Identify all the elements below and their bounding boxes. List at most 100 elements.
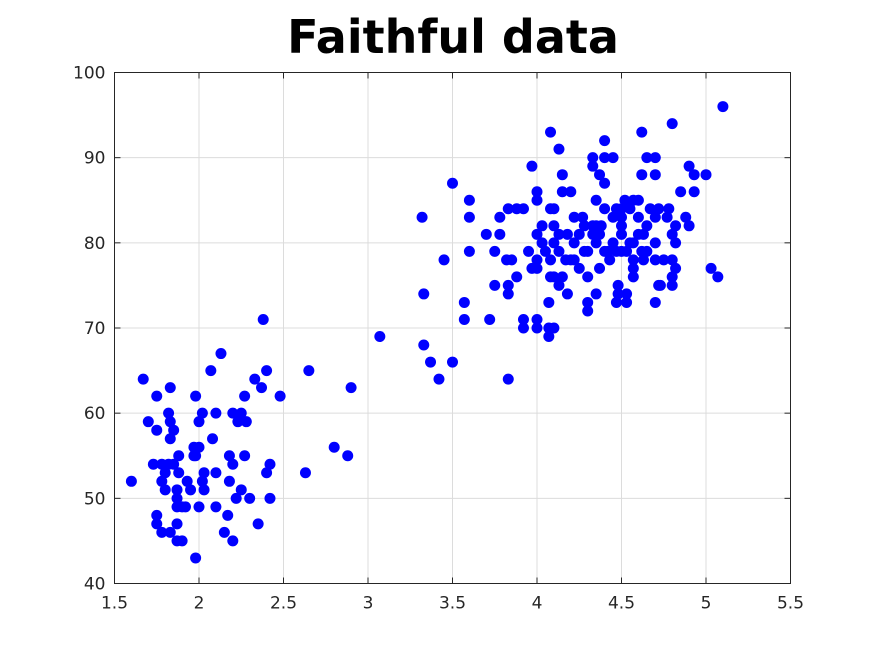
data-point <box>531 186 543 198</box>
y-tick-label: 100 <box>73 64 105 84</box>
x-tick-label: 3 <box>363 594 374 614</box>
data-point <box>205 365 217 377</box>
data-point <box>190 390 202 402</box>
data-point <box>612 279 624 291</box>
data-point <box>621 296 633 308</box>
data-point <box>531 254 543 266</box>
data-point <box>590 194 602 206</box>
data-point <box>163 407 175 419</box>
data-point <box>599 177 611 189</box>
data-point <box>573 228 585 240</box>
data-point <box>159 467 171 479</box>
data-point <box>548 237 560 249</box>
data-point <box>240 416 252 428</box>
data-point <box>568 237 580 249</box>
data-point <box>587 160 599 172</box>
data-point <box>489 279 501 291</box>
data-point <box>458 313 470 325</box>
data-point <box>666 271 678 283</box>
data-point <box>595 220 607 232</box>
x-tick-label: 5.5 <box>777 594 804 614</box>
data-point <box>653 203 665 215</box>
data-point <box>641 245 653 257</box>
data-point <box>621 288 633 300</box>
data-point <box>539 245 551 257</box>
data-point <box>171 484 183 496</box>
data-point <box>543 296 555 308</box>
data-point <box>190 552 202 564</box>
data-point <box>239 390 251 402</box>
data-point <box>463 245 475 257</box>
data-point <box>587 152 599 164</box>
data-point <box>261 467 273 479</box>
data-point <box>632 211 644 223</box>
data-point <box>164 382 176 394</box>
data-point <box>218 526 230 538</box>
data-point <box>164 526 176 538</box>
chart-title: Faithful data <box>287 10 619 64</box>
data-point <box>517 313 529 325</box>
data-point <box>227 458 239 470</box>
data-point <box>173 467 185 479</box>
data-point <box>561 228 573 240</box>
data-point <box>688 169 700 181</box>
data-point <box>604 254 616 266</box>
data-point <box>517 322 529 334</box>
data-point <box>548 203 560 215</box>
data-point <box>190 450 202 462</box>
data-point <box>531 262 543 274</box>
x-tick-label: 4.5 <box>608 594 635 614</box>
data-point <box>274 390 286 402</box>
data-point <box>649 296 661 308</box>
data-point <box>418 288 430 300</box>
data-point <box>553 245 565 257</box>
data-point <box>666 228 678 240</box>
data-point <box>264 458 276 470</box>
data-point <box>176 535 188 547</box>
data-point <box>607 152 619 164</box>
data-point <box>553 143 565 155</box>
data-point <box>670 237 682 249</box>
data-point <box>198 484 210 496</box>
data-point <box>661 211 673 223</box>
data-point <box>531 228 543 240</box>
y-tick-label: 90 <box>84 149 106 169</box>
data-point <box>616 228 627 240</box>
data-point <box>125 475 137 487</box>
data-point <box>235 484 247 496</box>
data-point <box>256 382 268 394</box>
data-point <box>164 416 176 428</box>
data-point <box>179 501 191 513</box>
data-point <box>545 254 557 266</box>
data-point <box>502 373 514 385</box>
data-point <box>531 322 543 334</box>
x-tick-label: 5 <box>701 594 712 614</box>
data-point <box>502 279 514 291</box>
data-point <box>222 509 234 521</box>
data-point <box>438 254 450 266</box>
data-point <box>299 467 311 479</box>
data-point <box>171 518 183 530</box>
data-point <box>621 245 633 257</box>
data-point <box>418 339 430 351</box>
data-point <box>235 407 247 419</box>
data-point <box>607 211 619 223</box>
data-point <box>636 169 648 181</box>
data-point <box>616 220 627 232</box>
data-point <box>578 220 590 232</box>
data-point <box>599 135 611 147</box>
data-point <box>536 220 548 232</box>
data-point <box>374 331 386 343</box>
data-point <box>257 313 269 325</box>
data-point <box>568 211 580 223</box>
data-point <box>173 450 185 462</box>
data-point <box>590 288 602 300</box>
data-point <box>151 509 163 521</box>
data-point <box>223 450 235 462</box>
data-point <box>616 203 627 215</box>
data-point <box>328 441 340 453</box>
data-point <box>171 492 183 504</box>
data-point <box>543 331 555 343</box>
data-point <box>607 237 619 249</box>
